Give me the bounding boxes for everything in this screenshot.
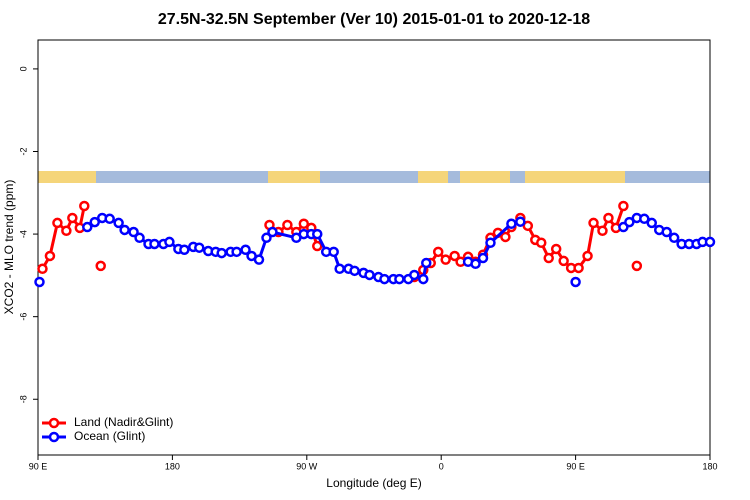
data-point <box>646 217 658 229</box>
legend-marker <box>48 417 60 429</box>
data-point <box>240 244 251 256</box>
data-point <box>543 252 554 264</box>
data-point <box>164 236 175 248</box>
data-point <box>418 273 429 285</box>
data-point <box>67 212 78 224</box>
data-point <box>597 225 608 237</box>
data-point <box>104 213 115 225</box>
data-point <box>231 246 242 258</box>
data-point <box>119 224 130 236</box>
data-point <box>558 255 569 267</box>
data-point <box>89 216 100 228</box>
data-point <box>668 232 680 244</box>
data-point <box>128 226 139 238</box>
y-axis-label: XCO2 - MLO trend (ppm) <box>2 180 16 315</box>
data-point <box>79 200 90 212</box>
x-tick-label: 90 E <box>29 461 48 471</box>
data-point <box>631 260 643 272</box>
x-tick-label: 0 <box>439 461 444 471</box>
data-point <box>134 232 145 244</box>
x-tick-label: 180 <box>702 461 717 471</box>
data-point <box>588 217 599 229</box>
data-point <box>82 221 93 233</box>
x-axis-label: Longitude (deg E) <box>326 476 421 490</box>
data-point <box>253 254 265 265</box>
data-point <box>485 237 496 249</box>
data-point <box>618 200 629 212</box>
data-point <box>312 228 323 240</box>
data-point <box>349 265 360 277</box>
chart-title: 27.5N-32.5N September (Ver 10) 2015-01-0… <box>158 11 590 28</box>
data-point <box>536 237 547 249</box>
data-point <box>432 246 444 258</box>
data-point <box>550 243 562 255</box>
y-tick-label: -4 <box>18 230 28 238</box>
data-point <box>603 212 614 224</box>
data-point <box>704 236 716 248</box>
data-point <box>282 219 293 231</box>
data-point <box>37 263 48 275</box>
data-point <box>582 250 593 262</box>
data-point <box>44 250 56 262</box>
data-point <box>570 276 581 288</box>
x-tick-label: 180 <box>165 461 180 471</box>
data-point <box>312 240 323 252</box>
legend-label: Land (Nadir&Glint) <box>74 415 173 429</box>
x-tick-label: 90 W <box>296 461 318 471</box>
data-point <box>421 257 432 269</box>
y-tick-label: -8 <box>18 395 28 403</box>
data-point <box>470 258 481 270</box>
data-point <box>661 226 672 238</box>
series-line <box>86 216 428 282</box>
data-point <box>522 220 534 232</box>
data-point <box>267 226 278 238</box>
data-point <box>506 218 517 230</box>
data-point <box>328 246 339 258</box>
data-point <box>261 232 272 244</box>
data-point <box>394 273 405 285</box>
data-point <box>449 250 460 262</box>
data-point <box>113 217 124 229</box>
data-point <box>334 263 345 275</box>
data-point <box>149 238 160 250</box>
legend-label: Ocean (Glint) <box>74 429 145 443</box>
data-point <box>179 244 190 256</box>
data-point <box>194 242 205 253</box>
data-point <box>477 252 489 264</box>
data-point <box>379 273 390 285</box>
x-tick-label: 90 E <box>566 461 585 471</box>
y-tick-label: -2 <box>18 147 28 155</box>
legend-marker <box>48 431 60 443</box>
land-ocean-strip <box>38 171 710 183</box>
data-point <box>216 247 227 259</box>
data-point <box>440 254 451 265</box>
data-point <box>298 218 310 230</box>
data-point <box>364 269 375 281</box>
y-tick-label: 0 <box>18 66 28 71</box>
y-tick-label: -6 <box>18 313 28 321</box>
plot-frame <box>37 39 711 456</box>
data-point <box>515 216 526 227</box>
data-point <box>95 260 106 272</box>
data-point <box>573 262 584 274</box>
data-point <box>52 217 63 229</box>
data-point <box>409 269 420 281</box>
data-point <box>61 225 72 237</box>
data-point <box>624 216 635 228</box>
data-point <box>639 213 650 225</box>
data-point <box>500 231 511 243</box>
data-point <box>34 276 45 288</box>
